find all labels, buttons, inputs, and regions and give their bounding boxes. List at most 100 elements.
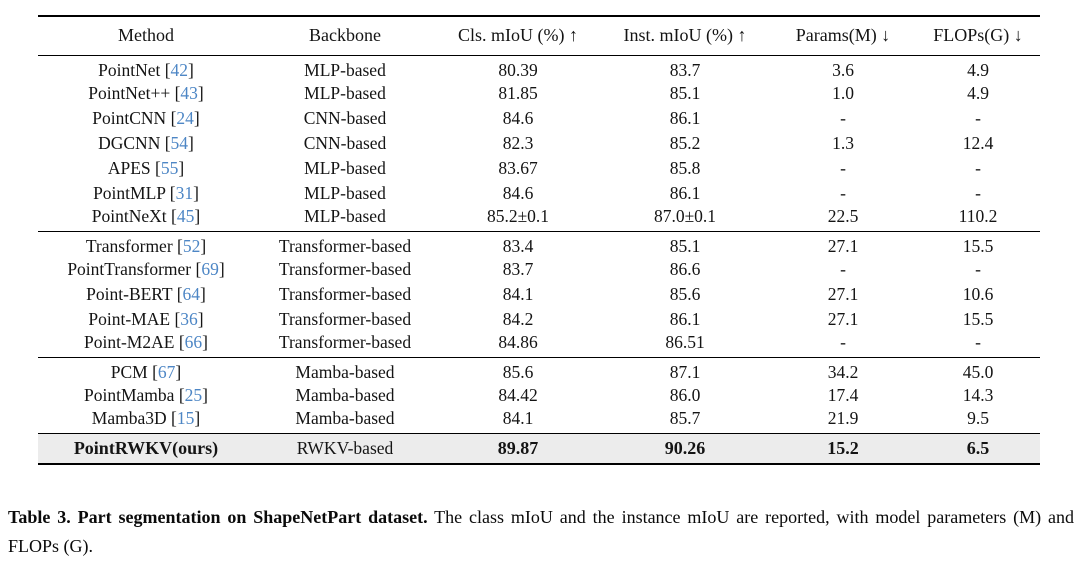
inst-miou-cell: 85.1 (669, 82, 701, 103)
backbone-cell: Transformer-based (278, 308, 412, 329)
table-row: PointMLP [31] MLP-based 84.6 86.1 - - (38, 181, 1040, 206)
citation-link[interactable]: 25 (184, 384, 203, 405)
inst-miou-cell: 86.1 (669, 308, 701, 329)
citation-link[interactable]: 52 (182, 235, 201, 256)
citation-link[interactable]: 55 (160, 157, 179, 178)
method-name: APES (107, 157, 151, 178)
backbone-cell: Mamba-based (295, 407, 395, 428)
flops-cell: 9.5 (967, 407, 989, 428)
backbone-cell: Transformer-based (278, 258, 412, 279)
cls-miou-cell: 85.6 (502, 361, 534, 382)
table-caption: Table 3. Part segmentation on ShapeNetPa… (8, 503, 1074, 561)
cls-miou-cell: 84.86 (498, 331, 538, 352)
citation-link[interactable]: 15 (176, 407, 195, 428)
backbone-cell: RWKV-based (296, 437, 394, 458)
inst-miou-cell: 87.0±0.1 (653, 205, 717, 226)
inst-miou-cell: 83.7 (669, 59, 701, 80)
flops-cell: 110.2 (958, 205, 998, 226)
flops-cell: - (975, 107, 981, 128)
inst-miou-cell: 85.6 (669, 283, 701, 304)
inst-miou-cell: 90.26 (664, 437, 706, 458)
table-row: PointNet++ [43] MLP-based 81.85 85.1 1.0 4.9 (38, 81, 1040, 106)
table-header-row: Method Backbone Cls. mIoU (%) ↑ Inst. mIoU … (38, 16, 1040, 55)
cls-miou-cell: 89.87 (497, 437, 539, 458)
method-cell: PointRWKV(ours) (38, 433, 254, 464)
citation-link[interactable]: 64 (182, 283, 201, 304)
table-group-2: PCM [67] Mamba-based 85.6 87.1 34.2 45.0 Point… (38, 357, 1040, 433)
cls-miou-cell: 84.42 (498, 384, 538, 405)
table-row-ours: PointRWKV(ours) RWKV-based 89.87 90.26 15.2 6… (38, 433, 1040, 464)
backbone-cell: Transformer-based (278, 283, 412, 304)
citation-link[interactable]: 67 (157, 361, 176, 382)
cls-miou-cell: 84.6 (502, 182, 534, 203)
column-header-2: Cls. mIoU (%) ↑ (458, 25, 578, 46)
inst-miou-cell: 86.51 (665, 331, 705, 352)
flops-cell: 6.5 (966, 437, 990, 458)
flops-cell: 14.3 (962, 384, 994, 405)
table-row: Mamba3D [15] Mamba-based 84.1 85.7 21.9 9.5 (38, 408, 1040, 434)
params-cell: - (840, 157, 846, 178)
table-row: PointMamba [25] Mamba-based 84.42 86.0 17.4 1… (38, 383, 1040, 408)
method-cell: DGCNN [54] (98, 132, 194, 153)
results-table: Method Backbone Cls. mIoU (%) ↑ Inst. mIoU … (38, 15, 1040, 465)
backbone-cell: MLP-based (304, 82, 386, 103)
citation-link[interactable]: 31 (175, 182, 194, 203)
method-name: PointRWKV(ours) (73, 437, 219, 458)
table-row: DGCNN [54] CNN-based 82.3 85.2 1.3 12.4 (38, 131, 1040, 156)
method-cell: Point-BERT [64] (86, 283, 206, 304)
citation-link[interactable]: 24 (176, 107, 194, 128)
method-name: PointMLP (93, 182, 166, 203)
table-row: APES [55] MLP-based 83.67 85.8 - - (38, 156, 1040, 181)
cls-miou-cell: 83.7 (502, 258, 534, 279)
method-cell: Transformer [52] (85, 235, 207, 256)
table-group-1: Transformer [52] Transformer-based 83.4 85.… (38, 231, 1040, 357)
inst-miou-cell: 86.0 (669, 384, 701, 405)
backbone-cell: Transformer-based (278, 235, 412, 256)
params-cell: - (840, 331, 846, 352)
inst-miou-cell: 86.6 (669, 258, 701, 279)
cls-miou-cell: 83.67 (498, 157, 538, 178)
cls-miou-cell: 80.39 (498, 59, 538, 80)
table-group-0: PointNet [42] MLP-based 80.39 83.7 3.6 4.9 Poi… (38, 55, 1040, 231)
backbone-cell: Transformer-based (278, 331, 412, 352)
citation-link[interactable]: 66 (184, 331, 203, 352)
flops-cell: 4.9 (967, 59, 989, 80)
params-cell: 22.5 (827, 205, 859, 226)
backbone-cell: Mamba-based (295, 361, 395, 382)
params-cell: 21.9 (827, 407, 859, 428)
params-cell: 27.1 (827, 283, 859, 304)
cls-miou-cell: 84.2 (502, 308, 534, 329)
column-header-3: Inst. mIoU (%) ↑ (623, 25, 747, 46)
cls-miou-cell: 85.2±0.1 (486, 205, 550, 226)
table-row: PointTransformer [69] Transformer-based 83… (38, 257, 1040, 282)
method-cell: PointNet++ [43] (88, 82, 204, 103)
inst-miou-cell: 85.1 (669, 235, 701, 256)
citation-link[interactable]: 43 (180, 82, 198, 103)
citation-link[interactable]: 54 (170, 132, 189, 153)
inst-miou-cell: 86.1 (669, 182, 701, 203)
citation-link[interactable]: 45 (176, 205, 195, 226)
table-row: Point-MAE [36] Transformer-based 84.2 86.1 2… (38, 307, 1040, 332)
backbone-cell: MLP-based (304, 157, 386, 178)
table-row: PCM [67] Mamba-based 85.6 87.1 34.2 45.0 (38, 357, 1040, 383)
method-cell: PCM [67] (110, 361, 182, 382)
cls-miou-cell: 84.6 (502, 107, 534, 128)
table-row: Point-M2AE [66] Transformer-based 84.86 86.… (38, 332, 1040, 358)
table-row: Point-BERT [64] Transformer-based 84.1 85.6… (38, 282, 1040, 307)
backbone-cell: CNN-based (303, 132, 387, 153)
method-name: PointNeXt (91, 205, 167, 226)
cls-miou-cell: 81.85 (498, 82, 538, 103)
citation-link[interactable]: 36 (180, 308, 198, 329)
method-cell: APES [55] (107, 157, 185, 178)
citation-link[interactable]: 42 (170, 59, 189, 80)
flops-cell: - (975, 157, 981, 178)
flops-cell: 45.0 (962, 361, 994, 382)
citation-link[interactable]: 69 (201, 258, 219, 279)
method-name: PointTransformer (67, 258, 192, 279)
flops-cell: - (975, 182, 981, 203)
flops-cell: 10.6 (962, 283, 994, 304)
table-row: PointNet [42] MLP-based 80.39 83.7 3.6 4.9 (38, 55, 1040, 81)
caption-text: The class mIoU and the instance mIoU are… (8, 507, 1074, 556)
inst-miou-cell: 85.2 (669, 132, 701, 153)
method-cell: Mamba3D [15] (91, 407, 201, 428)
